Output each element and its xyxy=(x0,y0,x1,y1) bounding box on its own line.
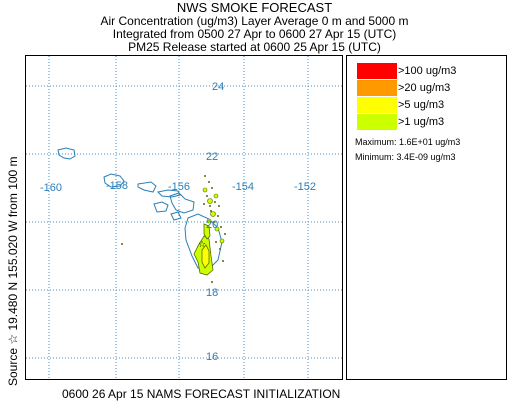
plume-speck xyxy=(224,233,226,235)
legend-item-1: >1 ug/m3 xyxy=(357,114,444,130)
legend-swatch-orange xyxy=(357,80,397,96)
island-kahoolawe xyxy=(170,211,182,221)
island-molokai xyxy=(156,189,181,198)
lat-label-20: 20 xyxy=(206,219,218,231)
island-lanai xyxy=(153,201,169,213)
lat-label-18: 18 xyxy=(206,287,218,299)
legend-swatch-lime xyxy=(357,114,397,130)
lon-label-160: -160 xyxy=(40,182,62,194)
lon-label-156: -156 xyxy=(168,181,190,193)
plume-blob xyxy=(213,193,219,199)
legend-panel: >100 ug/m3 >20 ug/m3 >5 ug/m3 >1 ug/m3 M… xyxy=(346,55,507,380)
legend-maximum: Maximum: 1.6E+01 ug/m3 xyxy=(355,137,461,147)
island-kauai xyxy=(103,173,125,188)
plume-speck xyxy=(121,243,123,245)
plume-specks xyxy=(121,175,226,283)
legend-item-100: >100 ug/m3 xyxy=(357,63,456,79)
smoke-plume: ☆ xyxy=(121,175,226,283)
island-maui xyxy=(169,192,195,214)
island-hawaii xyxy=(184,213,223,271)
plume-tail-contour xyxy=(203,223,211,240)
legend-item-20: >20 ug/m3 xyxy=(357,80,450,96)
plume-speck xyxy=(219,248,221,250)
plume-speck xyxy=(211,187,213,189)
legend-minimum: Minimum: 3.4E-09 ug/m3 xyxy=(355,152,456,162)
lon-label-158: -158 xyxy=(106,180,128,192)
island-niihau xyxy=(57,147,76,160)
map-canvas: ☆ 24 22 20 18 16 -160 -158 -156 -154 -15… xyxy=(26,56,342,379)
plume-speck xyxy=(213,221,215,223)
lon-label-154: -154 xyxy=(232,181,254,193)
plume-speck xyxy=(217,215,219,217)
plume-speck xyxy=(209,205,211,207)
release-info: PM25 Release started at 0600 25 Apr 15 (… xyxy=(128,40,381,54)
legend-swatch-yellow xyxy=(357,97,397,113)
plume-speck xyxy=(208,181,210,183)
integration-period: Integrated from 0500 27 Apr to 0600 27 A… xyxy=(112,27,397,41)
plume-speck xyxy=(210,210,212,212)
plume-blob xyxy=(206,218,212,224)
lat-label-24: 24 xyxy=(212,81,224,93)
lat-lon-grid xyxy=(26,56,342,379)
layer-description: Air Concentration (ug/m3) Layer Average … xyxy=(100,14,409,28)
plume-blob xyxy=(207,198,213,204)
plume-speck xyxy=(214,201,216,203)
legend-label-20: >20 ug/m3 xyxy=(398,82,451,94)
forecast-title: NWS SMOKE FORECAST xyxy=(176,0,333,15)
legend-item-5: >5 ug/m3 xyxy=(357,97,444,113)
grid-labels: 24 22 20 18 16 -160 -158 -156 -154 -152 xyxy=(40,81,316,363)
forecast-initialization: 0600 26 Apr 15 NAMS FORECAST INITIALIZAT… xyxy=(62,387,341,401)
plume-blob xyxy=(219,238,225,244)
plume-speck xyxy=(203,203,205,205)
island-oahu xyxy=(137,181,157,193)
plume-speck xyxy=(222,260,224,262)
plume-speck xyxy=(211,281,213,283)
lon-label-152: -152 xyxy=(294,181,316,193)
plume-blob xyxy=(210,211,216,217)
map-panel: ☆ 24 22 20 18 16 -160 -158 -156 -154 -15… xyxy=(25,55,343,380)
plume-blobs xyxy=(202,187,225,244)
coastlines xyxy=(57,147,223,271)
legend-label-1: >1 ug/m3 xyxy=(398,116,445,128)
legend-label-5: >5 ug/m3 xyxy=(398,99,445,111)
plume-speck xyxy=(220,226,222,228)
lat-label-22: 22 xyxy=(206,151,218,163)
plume-blob xyxy=(202,187,208,193)
legend-label-100: >100 ug/m3 xyxy=(398,65,457,77)
plume-speck xyxy=(218,205,220,207)
plume-blob xyxy=(214,226,220,232)
source-location-label: Source ☆ 19.480 N 155.020 W from 100 m xyxy=(6,156,20,386)
plume-speck xyxy=(215,241,217,243)
source-marker-icon: ☆ xyxy=(198,239,206,249)
lat-label-16: 16 xyxy=(206,351,218,363)
plume-speck xyxy=(206,195,208,197)
plume-inner-contour xyxy=(201,244,210,269)
legend-swatch-red xyxy=(357,63,397,79)
plume-speck xyxy=(204,175,206,177)
